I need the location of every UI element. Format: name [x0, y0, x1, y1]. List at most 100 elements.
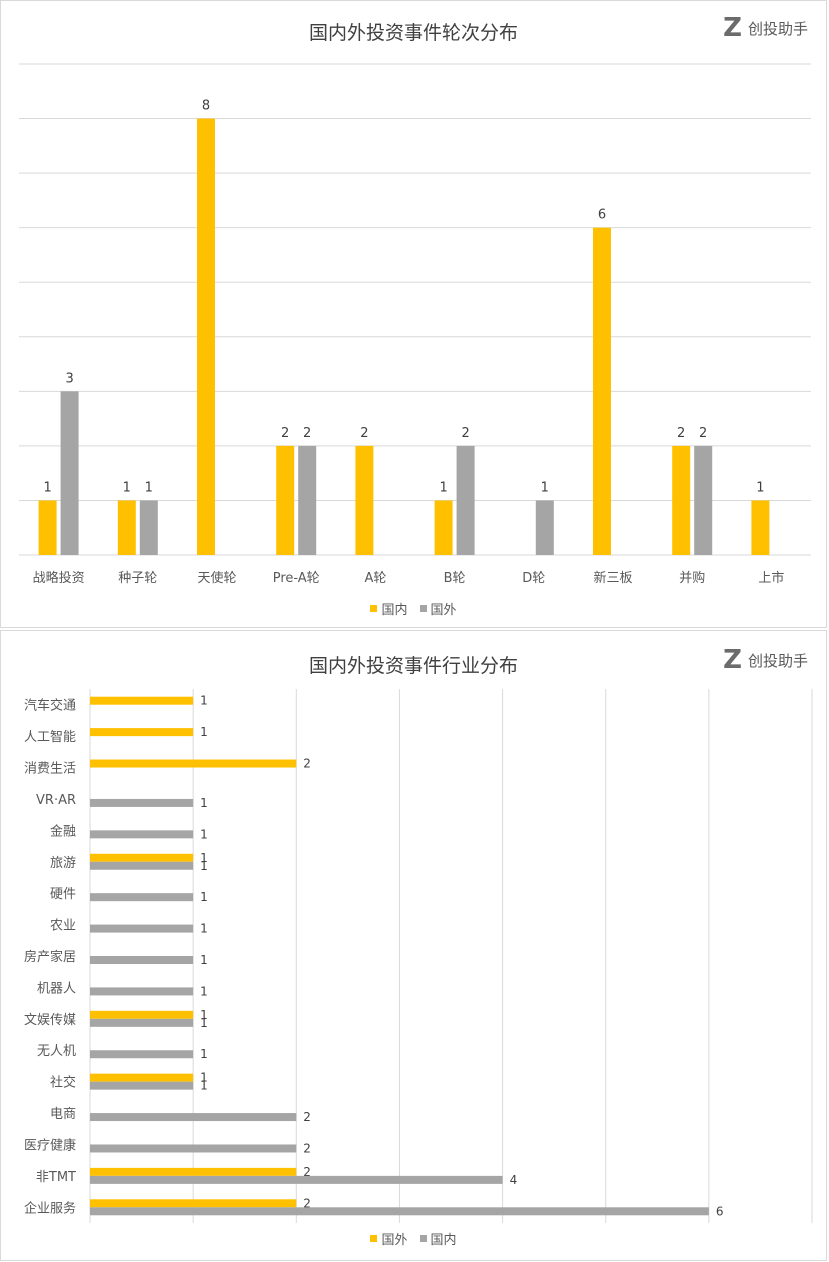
data-label: 1: [43, 480, 51, 495]
bar-domestic: [90, 1207, 709, 1216]
bar-foreign: [90, 1167, 297, 1176]
data-label: 1: [200, 1071, 208, 1085]
data-label: 1: [200, 827, 208, 841]
bar-domestic: [751, 500, 770, 555]
data-label: 1: [200, 922, 208, 936]
data-label: 4: [510, 1173, 518, 1187]
y-tick-label: 非TMT: [36, 1170, 76, 1185]
x-tick-label: 并购: [679, 570, 705, 586]
x-tick-label: 上市: [758, 570, 784, 586]
bar-foreign: [90, 1073, 194, 1082]
x-tick-label: D轮: [522, 571, 545, 586]
data-label: 2: [303, 426, 311, 441]
bar-domestic: [90, 956, 194, 964]
bar-foreign: [535, 500, 554, 555]
bar-foreign: [90, 728, 194, 737]
y-tick-label: 医疗健康: [24, 1137, 76, 1153]
bar-foreign: [456, 445, 475, 555]
y-tick-label: 消费生活: [24, 762, 76, 777]
y-tick-label: 无人机: [37, 1044, 76, 1059]
legend-label: 国内: [381, 603, 408, 618]
data-label: 1: [200, 796, 208, 810]
round-distribution-panel: 国内外投资事件轮次分布 Z 创投助手 战略投资 1 3 种子轮 1 1 天使轮 8 Pre-A轮…: [0, 0, 827, 628]
bar-domestic: [90, 987, 194, 996]
data-label: 1: [200, 1079, 208, 1093]
logo-z-icon: Z: [723, 13, 742, 43]
legend-item-domestic: 国内: [419, 1229, 457, 1248]
y-tick-label: 社交: [50, 1075, 76, 1091]
bar-foreign: [90, 1010, 194, 1019]
bar-domestic: [276, 445, 295, 555]
data-label: 2: [303, 1110, 311, 1124]
legend-label: 国外: [430, 603, 457, 618]
legend-item-foreign: 国外: [370, 1229, 408, 1248]
chart-title: 国内外投资事件轮次分布: [308, 22, 518, 44]
bar-domestic: [90, 1081, 194, 1090]
y-tick-label: 汽车交通: [24, 698, 76, 714]
y-tick-label: 机器人: [37, 981, 76, 996]
y-tick-label: 旅游: [50, 856, 76, 871]
data-label: 1: [200, 725, 208, 739]
data-label: 2: [303, 1141, 311, 1155]
y-tick-label: 硬件: [50, 887, 76, 902]
y-tick-label: 文娱传媒: [24, 1013, 76, 1028]
bar-domestic: [90, 1018, 194, 1027]
bar-domestic: [90, 1175, 503, 1184]
data-label: 1: [200, 694, 208, 708]
legend-swatch-icon: [419, 605, 427, 612]
logo-z-icon: Z: [723, 645, 742, 675]
x-tick-label: 新三板: [593, 570, 632, 586]
data-label: 1: [200, 851, 208, 865]
bar-foreign: [694, 445, 713, 555]
legend: 国外 国内: [1, 1229, 826, 1248]
legend-item-domestic: 国内: [370, 599, 408, 618]
legend-label: 国外: [381, 1233, 408, 1248]
logo: Z 创投助手: [723, 647, 808, 673]
x-tick-label: Pre-A轮: [273, 571, 320, 586]
data-label: 1: [200, 984, 208, 998]
bar-foreign: [90, 696, 194, 705]
data-label: 8: [202, 99, 210, 114]
y-tick-label: 金融: [50, 823, 76, 839]
bar-domestic: [90, 1113, 297, 1122]
y-tick-label: VR·AR: [36, 793, 76, 808]
data-label: 1: [200, 1016, 208, 1030]
data-label: 1: [200, 890, 208, 904]
logo-text: 创投助手: [747, 651, 808, 670]
bar-domestic: [90, 830, 194, 839]
data-label: 6: [598, 208, 606, 223]
bar-domestic: [90, 924, 194, 933]
data-label: 6: [716, 1204, 724, 1218]
industry-distribution-panel: 国内外投资事件行业分布 Z 创投助手 汽车交通 1 人工智能 1 消费生活 2 VR·AR 1…: [0, 630, 827, 1261]
bar-foreign: [298, 445, 317, 555]
x-tick-label: A轮: [364, 571, 386, 586]
data-label: 2: [303, 1196, 311, 1210]
data-label: 1: [541, 480, 549, 495]
chart-title: 国内外投资事件行业分布: [308, 655, 518, 677]
y-tick-label: 电商: [50, 1107, 76, 1122]
bar-domestic: [355, 445, 374, 555]
x-tick-label: 种子轮: [118, 571, 157, 586]
bar-foreign: [60, 391, 79, 555]
legend-swatch-icon: [370, 1235, 378, 1242]
bar-domestic: [38, 500, 57, 555]
y-tick-label: 农业: [50, 919, 76, 934]
data-label: 1: [145, 480, 153, 495]
y-tick-label: 企业服务: [24, 1200, 76, 1216]
legend-label: 国内: [430, 1233, 457, 1248]
bar-domestic: [90, 1144, 297, 1153]
data-label: 1: [200, 953, 208, 967]
bar-domestic: [90, 893, 194, 902]
bar-domestic: [90, 861, 194, 870]
data-label: 2: [281, 426, 289, 441]
x-tick-label: 天使轮: [197, 570, 236, 586]
legend-swatch-icon: [419, 1235, 427, 1242]
bar-foreign: [90, 759, 297, 768]
x-tick-label: B轮: [444, 571, 466, 586]
data-label: 3: [65, 371, 73, 386]
data-label: 2: [677, 426, 685, 441]
y-tick-label: 房产家居: [24, 949, 76, 965]
bar-domestic: [90, 798, 194, 807]
